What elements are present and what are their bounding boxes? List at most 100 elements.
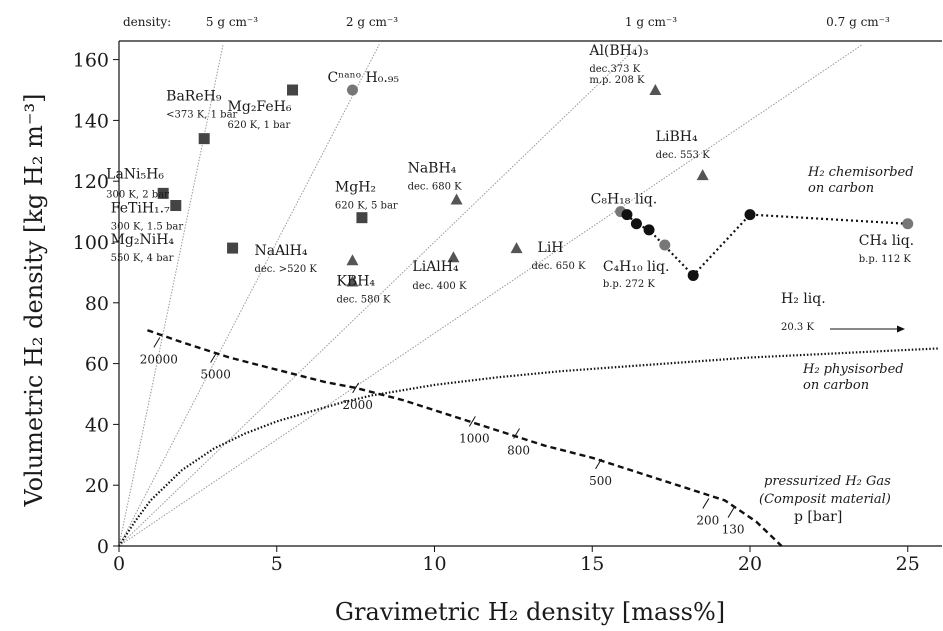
- density-line: [118, 44, 224, 547]
- compound-label: CH₄ liq.: [859, 233, 914, 249]
- triangle-marker: [510, 242, 523, 254]
- black-circle-marker: [621, 209, 633, 221]
- compound-label: NaBH₄: [408, 160, 457, 176]
- triangle-marker: [346, 275, 359, 287]
- pressure-tick: [352, 382, 360, 394]
- density-line: [118, 44, 380, 547]
- condition-label: 620 K, 1 bar: [228, 120, 291, 131]
- density-line: [118, 44, 640, 547]
- pressure-tick: [210, 352, 218, 363]
- black-circle-marker: [630, 218, 642, 230]
- pressure-tick: [702, 498, 710, 509]
- axes: density: 5 g cm⁻³ 2 g cm⁻³ 1 g cm⁻³ 0.7 g cm…: [20, 15, 942, 626]
- gray-circle-marker: [659, 239, 671, 251]
- pressure-label: 2000: [342, 398, 373, 412]
- density-line-label: 0.7 g cm⁻³: [826, 15, 890, 29]
- condition-label: m.p. 208 K: [589, 75, 645, 86]
- condition-label: dec. 553 K: [656, 150, 711, 161]
- compound-label: LiH: [538, 240, 564, 256]
- condition-label: dec. 650 K: [532, 261, 587, 272]
- x-tick-label: 15: [580, 553, 604, 575]
- triangle-marker: [649, 84, 662, 95]
- physisorbed-label: on carbon: [803, 378, 869, 393]
- chemisorbed-label: H₂ chemisorbed: [807, 165, 914, 180]
- compound-label: LaNi₅H₆: [106, 166, 164, 182]
- density-line-label: 1 g cm⁻³: [625, 15, 677, 29]
- x-tick-label: 5: [271, 553, 283, 575]
- condition-label: dec. >520 K: [254, 264, 317, 275]
- compound-label: BaReH₉: [166, 89, 222, 105]
- y-tick-label: 140: [73, 110, 109, 132]
- density-line: [118, 43, 863, 547]
- compound-label: KBH₄: [336, 274, 375, 290]
- pressure-unit-label: p [bar]: [794, 509, 842, 525]
- triangle-marker: [346, 254, 359, 266]
- condition-label: dec.373 K: [589, 64, 640, 75]
- h2-liquid-label: H₂ liq.: [781, 291, 826, 307]
- square-marker: [287, 84, 299, 96]
- compound-label: Mg₂FeH₆: [228, 99, 292, 115]
- gray-circle-marker: [902, 218, 914, 230]
- x-axis-title: Gravimetric H₂ density [mass%]: [335, 598, 725, 626]
- chemisorbed-label: on carbon: [808, 181, 874, 196]
- pressure-label: 800: [507, 444, 530, 458]
- pressure-label: 20000: [140, 352, 178, 366]
- density-label: density:: [123, 15, 171, 29]
- pressure-tick: [727, 507, 735, 518]
- compound-label: FeTiH₁.₇: [111, 201, 170, 217]
- pressurized-label: pressurized H₂ Gas: [764, 474, 891, 489]
- density-lines: [118, 43, 863, 547]
- x-tick-label: 25: [896, 553, 920, 575]
- pressure-label: 1000: [459, 431, 490, 445]
- triangle-marker: [447, 251, 460, 263]
- pressure-label: 200: [696, 513, 719, 527]
- black-circle-marker: [687, 269, 699, 281]
- condition-label: 300 K, 2 bar: [106, 189, 169, 200]
- y-axis-title: Volumetric H₂ density [kg H₂ m⁻³]: [20, 93, 48, 507]
- compound-label: Cⁿᵃⁿᵒ H₀.₉₅: [327, 70, 399, 86]
- y-tick-label: 60: [85, 354, 109, 376]
- condition-label: 550 K, 4 bar: [111, 253, 174, 264]
- compound-label: C₈H₁₈ liq.: [591, 192, 658, 208]
- pressure-tick: [595, 458, 602, 470]
- x-tick-label: 0: [113, 553, 125, 575]
- pressurized-label: (Composit material): [759, 492, 891, 507]
- condition-label: dec. 400 K: [412, 281, 467, 292]
- compound-label: LiAlH₄: [412, 259, 459, 275]
- black-circle-marker: [643, 224, 655, 236]
- x-tick-label: 10: [422, 553, 446, 575]
- gray-circle-marker: [346, 84, 358, 96]
- y-tick-label: 40: [85, 414, 109, 436]
- black-circle-marker: [744, 209, 756, 221]
- condition-label: dec. 680 K: [408, 181, 463, 192]
- pressure-tick: [513, 428, 520, 439]
- square-marker: [198, 133, 210, 145]
- triangle-marker: [450, 193, 463, 205]
- compound-label: NaAlH₄: [254, 243, 307, 259]
- y-tick-label: 80: [85, 293, 109, 315]
- compound-label: MgH₂: [335, 180, 376, 196]
- pressure-tick: [468, 416, 476, 427]
- density-line-label: 5 g cm⁻³: [206, 15, 258, 29]
- square-marker: [227, 242, 239, 254]
- triangle-marker: [696, 169, 709, 181]
- h2-liquid-condition: 20.3 K: [781, 322, 814, 333]
- square-marker: [170, 200, 182, 212]
- h2-liquid-arrowhead: [897, 325, 905, 333]
- condition-label: dec. 580 K: [336, 295, 391, 306]
- compound-label: Mg₂NiH₄: [111, 232, 175, 248]
- pressure-tick: [153, 337, 161, 348]
- density-line-label: 2 g cm⁻³: [346, 15, 398, 29]
- y-tick-label: 120: [73, 171, 109, 193]
- physisorption-curve: [118, 347, 940, 547]
- x-tick-label: 20: [738, 553, 762, 575]
- pressure-label: 500: [589, 474, 612, 488]
- y-tick-label: 0: [97, 536, 109, 558]
- compound-label: Al(BH₄)₃: [588, 43, 648, 59]
- condition-label: 300 K, 1.5 bar: [111, 222, 184, 233]
- y-tick-label: 20: [85, 475, 109, 497]
- pressurized-gas-curve: [147, 329, 783, 547]
- square-marker: [356, 212, 368, 224]
